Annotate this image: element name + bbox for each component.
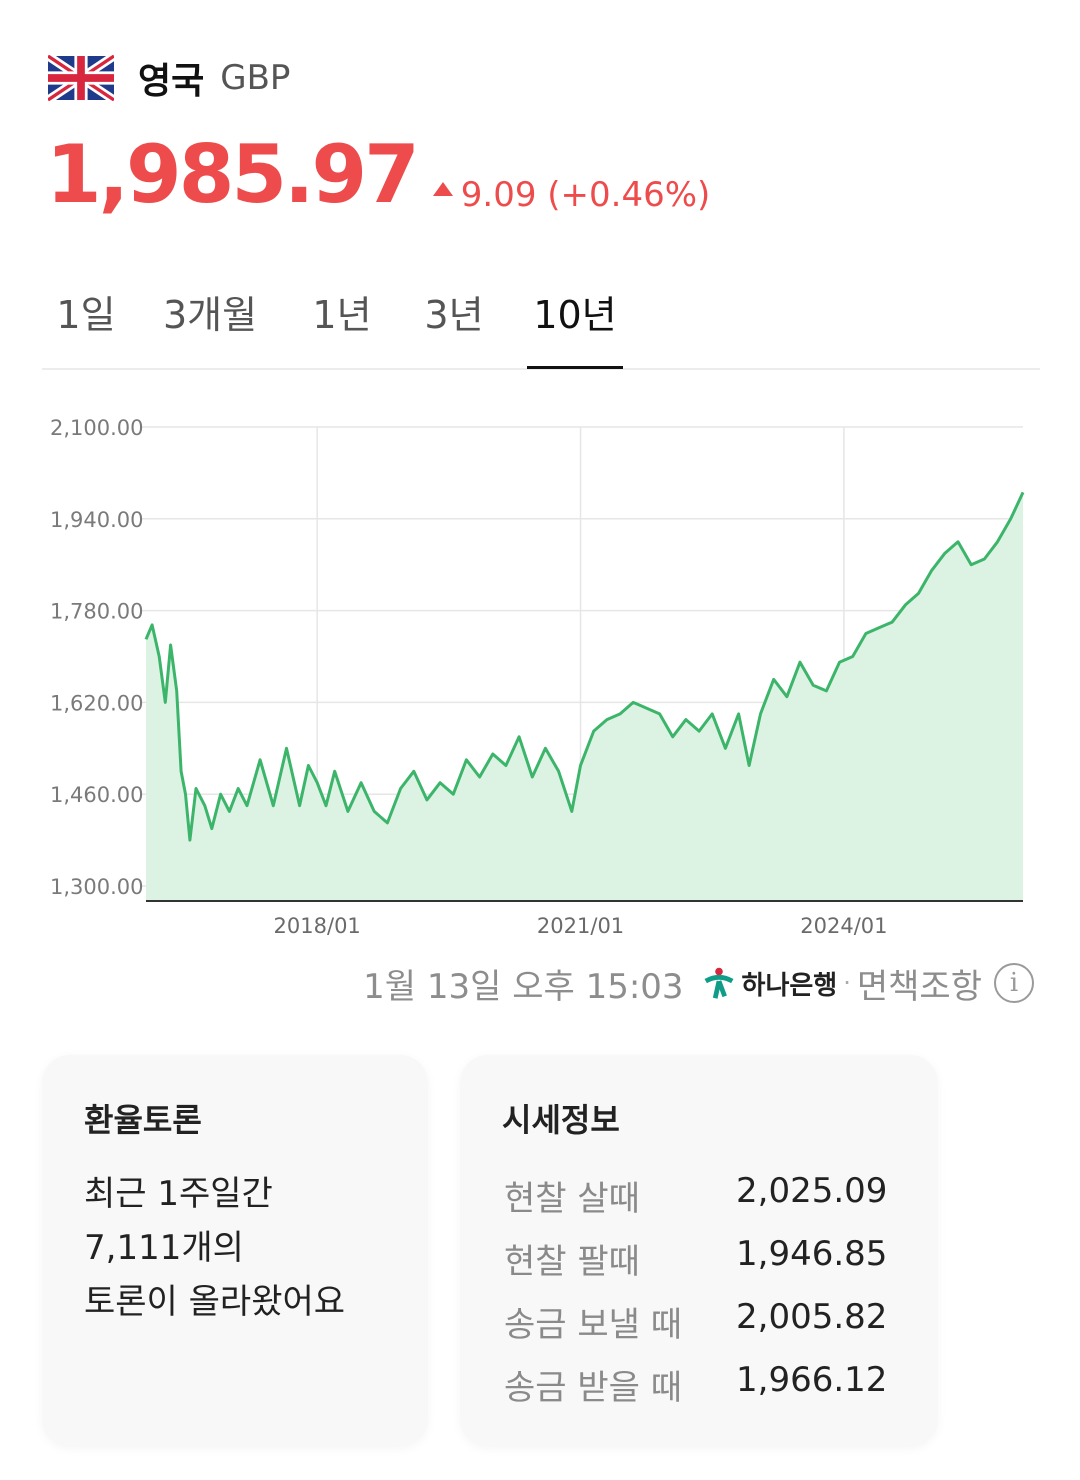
chart-meta: 1월 13일 오후 15:03 하나은행 · 면책조항 i	[363, 958, 1034, 1008]
y-tick-label: 2,100.00	[50, 416, 144, 440]
y-tick-label: 1,620.00	[50, 691, 144, 715]
x-tick-label: 2024/01	[800, 914, 887, 938]
info-icon[interactable]: i	[994, 963, 1034, 1003]
update-timestamp: 1월 13일 오후 15:03	[363, 966, 684, 1007]
tab-1-day[interactable]: 1일	[56, 293, 116, 337]
rate-value: 2,005.82	[736, 1297, 888, 1337]
hana-bank-logo-icon	[704, 967, 734, 999]
tab-3-years[interactable]: 3년	[424, 293, 484, 337]
rate-label: 현찰 살때	[504, 1179, 640, 1219]
rate-row-cash-buy: 현찰 살때 2,025.09	[504, 1171, 887, 1220]
discussion-line: 최근 1주일간	[84, 1174, 273, 1214]
rate-value: 2,025.09	[736, 1171, 888, 1211]
discussion-line: 7,111개의	[84, 1228, 244, 1268]
rate-change: 9.09 (+0.46%)	[432, 175, 711, 215]
y-tick-label: 1,300.00	[50, 875, 144, 899]
price-row: 1,985.97 9.09 (+0.46%)	[46, 128, 710, 221]
rate-row-cash-sell: 현찰 팔때 1,946.85	[504, 1234, 887, 1283]
rate-change-value: 9.09 (+0.46%)	[460, 175, 711, 215]
rate-row-remit-receive: 송금 받을 때 1,966.12	[504, 1360, 887, 1409]
exchange-rate-chart[interactable]: 2,100.00 1,940.00 1,780.00 1,620.00 1,460.00…	[0, 395, 1080, 955]
discussion-title: 환율토론	[84, 1101, 202, 1139]
separator: ·	[843, 969, 851, 997]
disclaimer-link[interactable]: 면책조항	[856, 966, 982, 1007]
rate-info-title: 시세정보	[502, 1101, 620, 1139]
x-tick-label: 2021/01	[537, 914, 624, 938]
tab-1-year[interactable]: 1년	[312, 293, 372, 337]
rate-label: 송금 받을 때	[504, 1368, 683, 1408]
series-line	[144, 491, 1025, 842]
discussion-summary: 최근 1주일간 7,111개의 토론이 올라왔어요	[84, 1167, 345, 1329]
rate-label: 현찰 팔때	[504, 1242, 640, 1282]
series-area	[146, 492, 1023, 901]
y-tick-label: 1,780.00	[50, 600, 144, 624]
rate-label: 송금 보낼 때	[504, 1305, 683, 1345]
rate-row-remit-send: 송금 보낼 때 2,005.82	[504, 1297, 887, 1346]
y-tick-label: 1,460.00	[50, 783, 144, 807]
exchange-rate: 1,985.97	[46, 128, 420, 221]
rate-value: 1,966.12	[736, 1360, 888, 1400]
discussion-line: 토론이 올라왔어요	[84, 1282, 346, 1322]
y-tick-label: 1,940.00	[50, 508, 144, 532]
currency-code: GBP	[220, 58, 291, 98]
triangle-up-icon	[432, 182, 453, 196]
x-tick-label: 2018/01	[274, 914, 361, 938]
discussion-card[interactable]: 환율토론 최근 1주일간 7,111개의 토론이 올라왔어요	[42, 1055, 428, 1447]
uk-flag-icon	[48, 55, 114, 101]
currency-header: 영국 GBP	[48, 50, 290, 106]
bank-source: 하나은행	[700, 964, 838, 1002]
rate-value: 1,946.85	[736, 1234, 888, 1274]
rate-info-card[interactable]: 시세정보 현찰 살때 2,025.09 현찰 팔때 1,946.85 송금 보낼…	[460, 1055, 938, 1447]
country-name: 영국	[138, 61, 205, 102]
bank-name: 하나은행	[741, 970, 838, 1001]
tab-3-months[interactable]: 3개월	[162, 293, 258, 337]
period-tabs: 1일 3개월 1년 3년 10년	[42, 270, 1040, 370]
tab-10-years[interactable]: 10년	[527, 284, 623, 369]
